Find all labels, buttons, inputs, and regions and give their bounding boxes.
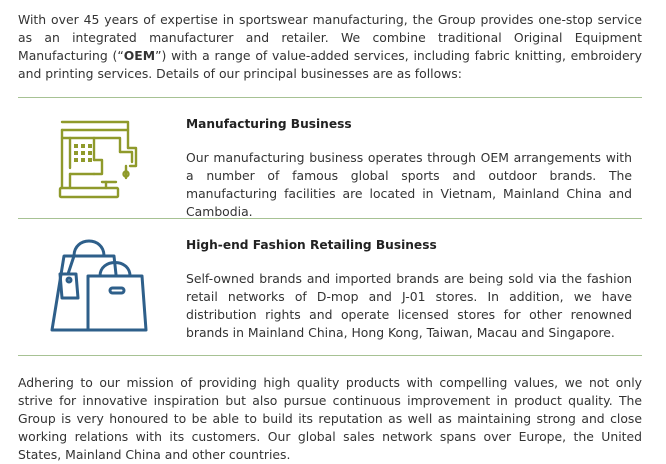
intro-paragraph: With over 45 years of expertise in sport… <box>18 11 642 83</box>
retail-business-description: Self-owned brands and imported brands ar… <box>186 271 632 340</box>
intro-text-end: ”) with a range of value-added services,… <box>18 48 642 81</box>
sewing-machine-icon <box>50 108 146 204</box>
section-divider <box>18 97 642 98</box>
manufacturing-business-description: Our manufacturing business operates thro… <box>186 150 632 219</box>
section-divider <box>18 218 642 219</box>
section-divider <box>18 355 642 356</box>
closing-paragraph: Adhering to our mission of providing hig… <box>18 375 642 462</box>
shopping-bags-icon <box>46 232 148 336</box>
intro-oem-bold: OEM <box>123 48 156 63</box>
retail-business-title: High-end Fashion Retailing Business <box>186 238 437 252</box>
manufacturing-business-title: Manufacturing Business <box>186 117 352 131</box>
intro-text-start: With over 45 years of expertise in sport… <box>18 12 642 63</box>
